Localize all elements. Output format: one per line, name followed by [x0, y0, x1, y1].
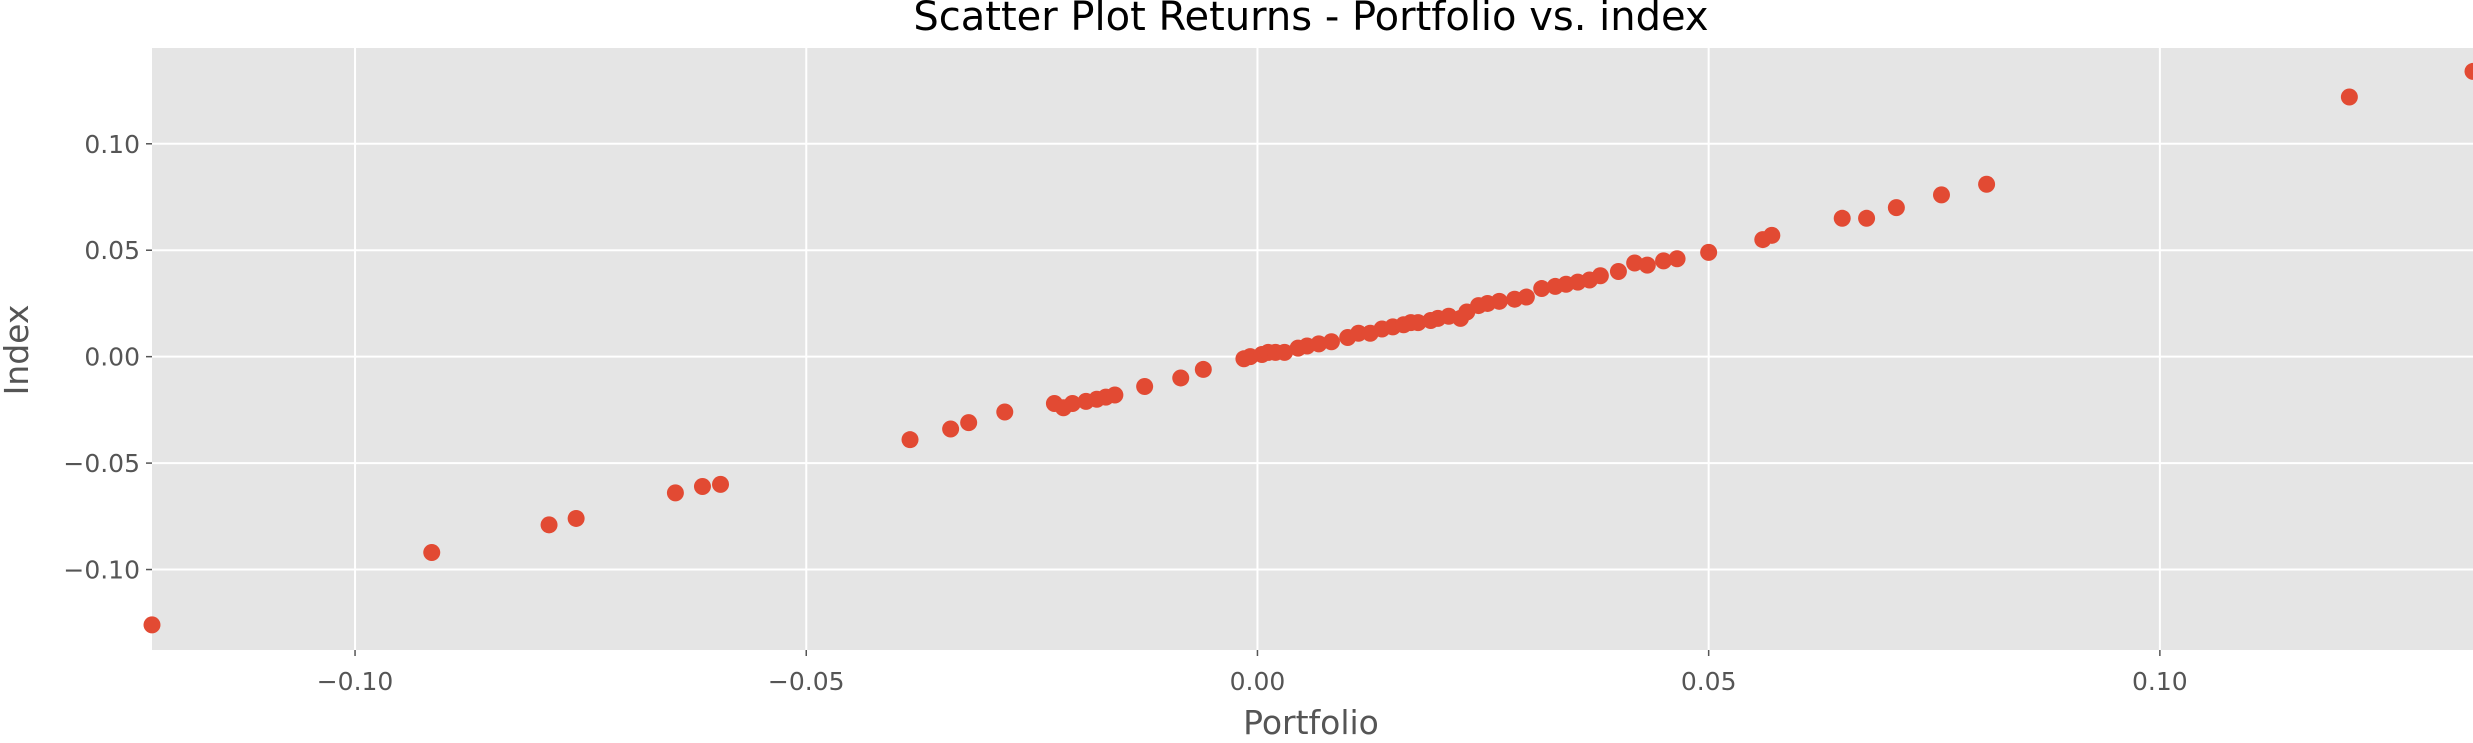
- y-tick-label: −0.10: [63, 556, 140, 585]
- scatter-point: [1409, 314, 1427, 332]
- x-tick-label: 0.05: [1681, 667, 1737, 696]
- y-axis-label: Index: [0, 305, 36, 396]
- scatter-point: [1887, 199, 1905, 217]
- scatter-point: [1533, 280, 1551, 298]
- scatter-point: [567, 509, 585, 527]
- scatter-point: [942, 420, 960, 438]
- scatter-point: [1106, 386, 1124, 404]
- scatter-point: [1833, 209, 1851, 227]
- scatter-point: [540, 516, 558, 534]
- scatter-point: [1276, 343, 1294, 361]
- x-tick-label: −0.05: [768, 667, 845, 696]
- scatter-point: [1626, 254, 1644, 272]
- x-tick-labels: −0.10 −0.05 0.00 0.05 0.10: [317, 650, 2188, 696]
- scatter-point: [143, 616, 161, 634]
- scatter-point: [1638, 256, 1656, 274]
- scatter-point: [1978, 175, 1996, 193]
- scatter-point: [960, 414, 978, 432]
- x-tick-label: −0.10: [317, 667, 394, 696]
- x-tick-label: 0.10: [2132, 667, 2188, 696]
- scatter-point: [1932, 186, 1950, 204]
- scatter-point: [901, 431, 919, 449]
- scatter-point: [1350, 324, 1368, 342]
- data-points: [143, 62, 2473, 634]
- y-tick-label: 0.00: [84, 343, 140, 372]
- scatter-point: [1490, 292, 1508, 310]
- y-tick-label: 0.10: [84, 130, 140, 159]
- y-tick-labels: 0.10 0.05 0.00 −0.05 −0.10: [63, 130, 152, 585]
- x-tick-label: 0.00: [1230, 667, 1286, 696]
- scatter-point: [712, 475, 730, 493]
- scatter-point: [666, 484, 684, 502]
- scatter-point: [1322, 333, 1340, 351]
- scatter-point: [1591, 267, 1609, 285]
- y-tick-label: −0.05: [63, 449, 140, 478]
- scatter-point: [1172, 369, 1190, 387]
- scatter-point: [2464, 62, 2473, 80]
- scatter-point: [1310, 335, 1328, 353]
- scatter-point: [423, 544, 441, 562]
- x-axis-label: Portfolio: [1243, 703, 1379, 742]
- scatter-point: [1655, 252, 1673, 270]
- scatter-point: [1858, 209, 1876, 227]
- scatter-point: [1517, 288, 1535, 306]
- scatter-point: [693, 478, 711, 496]
- chart-title: Scatter Plot Returns - Portfolio vs. ind…: [913, 0, 1708, 40]
- scatter-point: [1763, 226, 1781, 244]
- scatter-point: [1136, 377, 1154, 395]
- scatter-point: [1063, 394, 1081, 412]
- scatter-point: [1668, 250, 1686, 268]
- scatter-point: [1194, 360, 1212, 378]
- scatter-point: [996, 403, 1014, 421]
- scatter-point: [1609, 263, 1627, 281]
- scatter-point: [2340, 88, 2358, 106]
- y-tick-label: 0.05: [84, 236, 140, 265]
- scatter-point: [1700, 243, 1718, 261]
